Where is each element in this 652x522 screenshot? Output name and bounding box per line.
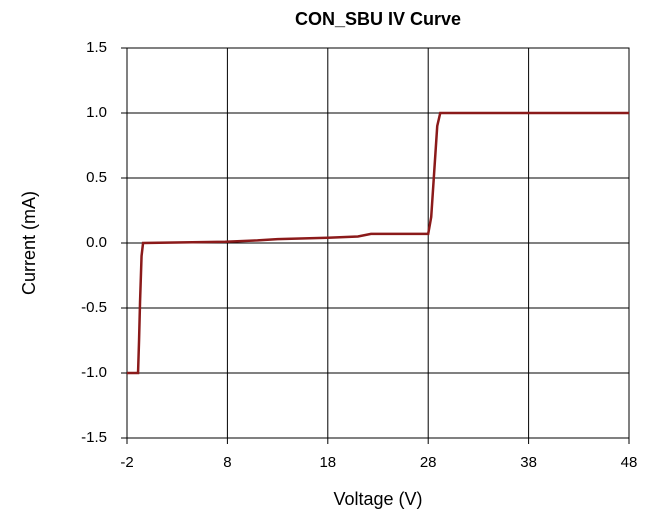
y-tick-label: 0.5 <box>86 169 107 186</box>
x-axis-label: Voltage (V) <box>333 489 422 509</box>
x-tick-label: 8 <box>223 454 231 471</box>
x-tick-label: 28 <box>420 454 437 471</box>
y-tick-label: -1.0 <box>81 364 107 381</box>
y-tick-label: -0.5 <box>81 299 107 316</box>
y-axis-label: Current (mA) <box>19 191 39 295</box>
x-tick-label: 18 <box>319 454 336 471</box>
x-tick-label: 38 <box>520 454 537 471</box>
y-tick-label: 0.0 <box>86 234 107 251</box>
data-line <box>127 111 629 375</box>
y-tick-label: -1.5 <box>81 429 107 446</box>
chart-title: CON_SBU IV Curve <box>295 9 461 29</box>
x-tick-label: 48 <box>621 454 638 471</box>
plot-border <box>126 47 630 439</box>
y-tick-label: 1.0 <box>86 104 107 121</box>
x-tick-label: -2 <box>120 454 133 471</box>
y-tick-label: 1.5 <box>86 39 107 56</box>
